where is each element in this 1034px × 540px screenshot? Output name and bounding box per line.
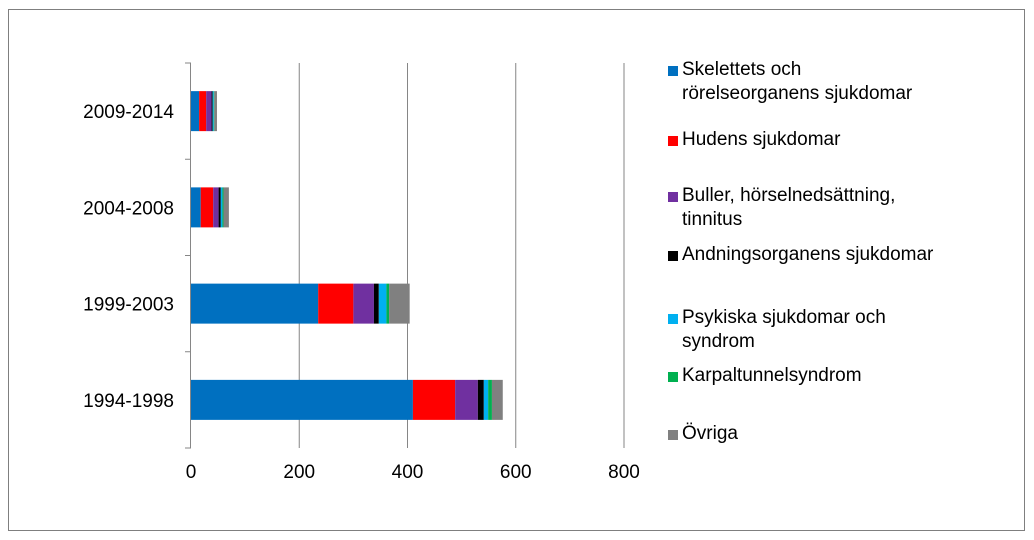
bar-segment	[412, 379, 456, 420]
bar-segment	[488, 379, 492, 420]
legend-swatch	[668, 314, 678, 324]
bar-segment	[206, 91, 212, 132]
y-tick-label: 2009-2014	[83, 102, 174, 123]
bar-segment	[222, 187, 224, 228]
legend-label: Psykiska sjukdomar och syndrom	[682, 307, 886, 352]
x-tick-label: 400	[392, 462, 424, 483]
legend-item-psykiska: Psykiska sjukdomar och syndrom	[668, 306, 886, 354]
legend-swatch	[668, 430, 678, 440]
bar-segment	[191, 91, 200, 132]
y-tick-label: 1994-1998	[83, 391, 174, 412]
bar-segment	[223, 187, 229, 228]
legend-swatch	[668, 372, 678, 382]
y-tick-label: 2004-2008	[83, 198, 174, 219]
bar-segment	[200, 187, 214, 228]
bar-segment	[218, 187, 221, 228]
axes	[185, 62, 191, 449]
legend-label: Skelettets och rörelseorganens sjukdomar	[682, 59, 913, 104]
bar-segment	[483, 379, 489, 420]
bars	[191, 91, 503, 420]
bar-segment	[220, 187, 223, 228]
bar-segment	[318, 283, 354, 324]
legend-swatch	[668, 192, 678, 202]
legend-swatch	[668, 136, 678, 146]
bar-segment	[491, 379, 503, 420]
bar-segment	[211, 91, 213, 132]
legend-label: Andningsorganens sjukdomar	[682, 244, 934, 265]
bar-segment	[214, 91, 217, 132]
bar-segment	[212, 91, 214, 132]
legend-label: Hudens sjukdomar	[682, 129, 841, 150]
legend-label: Karpaltunnelsyndrom	[682, 365, 862, 386]
bar-segment	[477, 379, 484, 420]
legend-item-karpaltunnel: Karpaltunnelsyndrom	[668, 364, 862, 388]
legend-item-skelettets: Skelettets och rörelseorganens sjukdomar	[668, 58, 912, 106]
bar-segment	[386, 283, 390, 324]
bar-segment	[199, 91, 207, 132]
x-tick-labels: 0 200 400 600 800	[186, 462, 640, 483]
x-tick-label: 0	[186, 462, 197, 483]
legend-swatch	[668, 66, 678, 76]
bar-segment	[455, 379, 478, 420]
x-tick-label: 800	[608, 462, 640, 483]
legend-item-buller: Buller, hörselnedsättning, tinnitus	[668, 184, 895, 232]
bar-segment	[213, 91, 215, 132]
bar-segment	[191, 187, 201, 228]
bar-segment	[389, 283, 410, 324]
legend-label: Buller, hörselnedsättning, tinnitus	[682, 185, 896, 230]
x-tick-label: 600	[500, 462, 532, 483]
legend-item-andningsorganens: Andningsorganens sjukdomar	[668, 243, 933, 267]
bar-segment	[353, 283, 374, 324]
bar-segment	[373, 283, 379, 324]
y-tick-labels: 2009-2014 2004-2008 1999-2003 1994-1998	[83, 102, 174, 412]
legend-item-hudens: Hudens sjukdomar	[668, 128, 840, 152]
bar-segment	[191, 379, 413, 420]
x-tick-label: 200	[283, 462, 315, 483]
bar-segment	[213, 187, 219, 228]
legend-swatch	[668, 251, 678, 261]
bar-segment	[191, 283, 319, 324]
bar-segment	[378, 283, 387, 324]
legend-item-ovriga: Övriga	[668, 422, 738, 446]
y-tick-label: 1999-2003	[83, 295, 174, 316]
legend-label: Övriga	[682, 423, 738, 444]
chart-frame	[8, 9, 1025, 531]
